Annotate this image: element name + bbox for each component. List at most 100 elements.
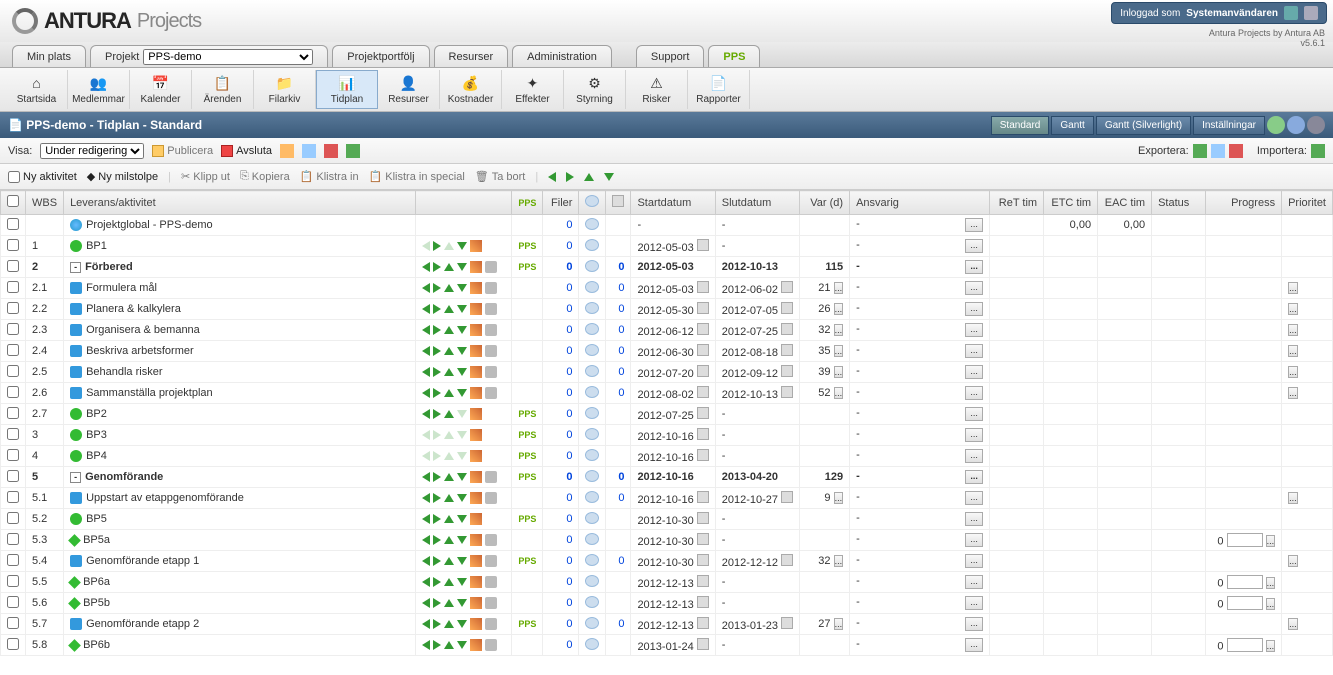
row-check[interactable] — [7, 575, 19, 587]
date-picker-icon[interactable] — [697, 638, 709, 650]
row-left-icon[interactable] — [422, 619, 430, 629]
cell-c0[interactable]: 0 — [606, 341, 631, 362]
row-up-icon[interactable] — [444, 284, 454, 292]
row-up-icon[interactable] — [444, 641, 454, 649]
var-button[interactable]: ... — [834, 303, 844, 315]
collapse-icon[interactable] — [1307, 116, 1325, 134]
edit-icon[interactable] — [470, 576, 482, 588]
cell-c0[interactable] — [606, 236, 631, 257]
tool-icon-1[interactable] — [280, 144, 294, 158]
cell-c0[interactable] — [606, 425, 631, 446]
edit-icon[interactable] — [470, 639, 482, 651]
cell-name[interactable]: Organisera & bemanna — [64, 320, 416, 341]
tab-projekt[interactable]: Projekt PPS-demo — [90, 45, 328, 67]
date-picker-icon[interactable] — [781, 491, 793, 503]
cell-name[interactable]: Planera & kalkylera — [64, 299, 416, 320]
ansvarig-button[interactable]: ... — [965, 323, 983, 337]
comment-icon[interactable] — [585, 239, 599, 251]
col-pps[interactable]: PPS — [512, 191, 543, 215]
tab-portfolj[interactable]: Projektportfölj — [332, 45, 429, 67]
row-left-icon[interactable] — [422, 430, 430, 440]
row-down-icon[interactable] — [457, 494, 467, 502]
comment-icon[interactable] — [585, 428, 599, 440]
cell-name[interactable]: BP6a — [64, 572, 416, 593]
tab-minplats[interactable]: Min plats — [12, 45, 86, 67]
edit-icon[interactable] — [470, 618, 482, 630]
export-pdf-icon[interactable] — [1229, 144, 1243, 158]
date-picker-icon[interactable] — [697, 554, 709, 566]
view-gantt-sl[interactable]: Gantt (Silverlight) — [1096, 116, 1191, 135]
row-check[interactable] — [7, 386, 19, 398]
cell-files[interactable]: 0 — [543, 614, 579, 635]
select-all-check[interactable] — [7, 195, 19, 207]
cell-name[interactable]: BP5a — [64, 530, 416, 551]
prio-button[interactable]: ... — [1288, 492, 1298, 504]
cell-c0[interactable]: 0 — [606, 467, 631, 488]
row-down-icon[interactable] — [457, 536, 467, 544]
ansvarig-button[interactable]: ... — [965, 365, 983, 379]
row-left-icon[interactable] — [422, 535, 430, 545]
row-check[interactable] — [7, 260, 19, 272]
delete-icon[interactable] — [485, 471, 497, 483]
row-up-icon[interactable] — [444, 431, 454, 439]
prio-button[interactable]: ... — [1288, 345, 1298, 357]
cell-files[interactable]: 0 — [543, 278, 579, 299]
row-down-icon[interactable] — [457, 578, 467, 586]
tree-toggle[interactable]: - — [70, 262, 81, 273]
var-button[interactable]: ... — [834, 366, 844, 378]
row-right-icon[interactable] — [433, 451, 441, 461]
cell-c0[interactable] — [606, 530, 631, 551]
var-button[interactable]: ... — [834, 282, 844, 294]
comment-icon[interactable] — [585, 344, 599, 356]
row-up-icon[interactable] — [444, 473, 454, 481]
cell-c0[interactable] — [606, 509, 631, 530]
date-picker-icon[interactable] — [697, 365, 709, 377]
prio-button[interactable]: ... — [1288, 303, 1298, 315]
comment-icon[interactable] — [585, 617, 599, 629]
nav-startsida[interactable]: ⌂Startsida — [6, 70, 68, 109]
row-up-icon[interactable] — [444, 242, 454, 250]
export-xml-icon[interactable] — [1211, 144, 1225, 158]
ansvarig-button[interactable]: ... — [965, 302, 983, 316]
var-button[interactable]: ... — [834, 618, 844, 630]
ansvarig-button[interactable]: ... — [965, 281, 983, 295]
edit-icon[interactable] — [470, 471, 482, 483]
date-picker-icon[interactable] — [781, 554, 793, 566]
comment-icon[interactable] — [585, 470, 599, 482]
row-down-icon[interactable] — [457, 473, 467, 481]
row-down-icon[interactable] — [457, 515, 467, 523]
cell-files[interactable]: 0 — [543, 257, 579, 278]
copy-button[interactable]: ⎘ Kopiera — [240, 170, 290, 183]
cell-files[interactable]: 0 — [543, 446, 579, 467]
date-picker-icon[interactable] — [697, 533, 709, 545]
progress-input[interactable] — [1227, 596, 1263, 610]
nav-styrning[interactable]: ⚙Styrning — [564, 70, 626, 109]
row-down-icon[interactable] — [457, 452, 467, 460]
edit-icon[interactable] — [470, 597, 482, 609]
edit-icon[interactable] — [470, 492, 482, 504]
cell-files[interactable]: 0 — [543, 320, 579, 341]
row-check[interactable] — [7, 596, 19, 608]
delete-icon[interactable] — [485, 366, 497, 378]
col-prioritet[interactable]: Prioritet — [1282, 191, 1333, 215]
date-picker-icon[interactable] — [697, 239, 709, 251]
progress-button[interactable]: ... — [1266, 577, 1276, 589]
ansvarig-button[interactable]: ... — [965, 407, 983, 421]
cell-c0[interactable] — [606, 215, 631, 236]
cell-c0[interactable] — [606, 593, 631, 614]
progress-button[interactable]: ... — [1266, 640, 1276, 652]
delete-icon[interactable] — [485, 387, 497, 399]
row-up-icon[interactable] — [444, 410, 454, 418]
cell-files[interactable]: 0 — [543, 530, 579, 551]
row-left-icon[interactable] — [422, 409, 430, 419]
row-down-icon[interactable] — [457, 389, 467, 397]
row-right-icon[interactable] — [433, 283, 441, 293]
delete-icon[interactable] — [485, 597, 497, 609]
publish-button[interactable]: Publicera — [152, 145, 213, 157]
row-right-icon[interactable] — [433, 409, 441, 419]
prio-button[interactable]: ... — [1288, 324, 1298, 336]
date-picker-icon[interactable] — [697, 323, 709, 335]
delete-icon[interactable] — [485, 303, 497, 315]
delete-icon[interactable] — [485, 618, 497, 630]
row-up-icon[interactable] — [444, 326, 454, 334]
